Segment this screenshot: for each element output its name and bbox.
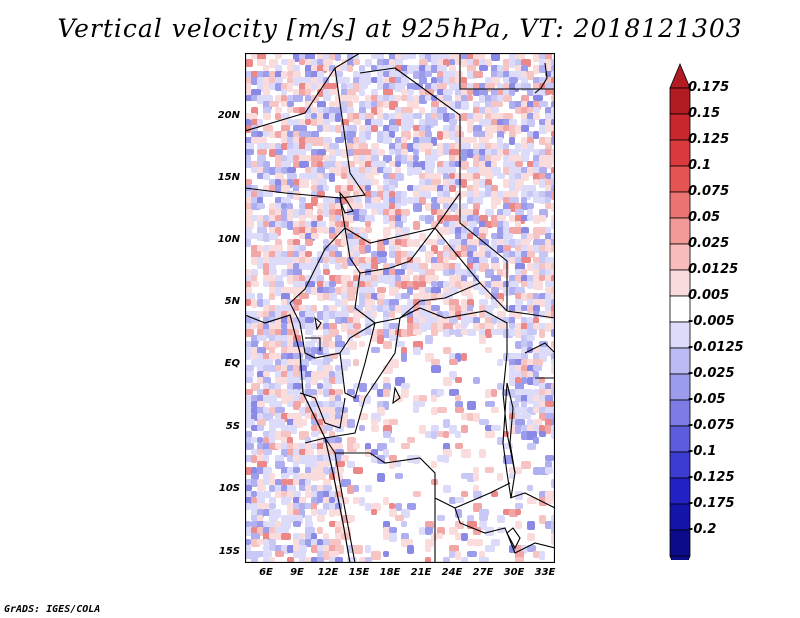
plot-title: Vertical velocity [m/s] at 925hPa, VT: 2… [57,14,743,43]
colorbar-tick-label: -0.175 [688,496,735,511]
lat-label: 5S [225,421,240,432]
colorbar-tick-label: -0.1 [688,444,717,459]
colorbar-swatch [669,191,691,219]
lon-label: 12E [317,567,339,578]
grads-credit: GrADS: IGES/COLA [4,604,101,615]
lon-label: 18E [379,567,401,578]
colorbar-tick-label: -0.005 [688,314,735,329]
country-borders [245,53,555,563]
colorbar-swatch [669,87,691,115]
colorbar-tick-label: -0.0125 [688,340,744,355]
lat-label: 10N [217,234,240,245]
lon-label: 21E [410,567,432,578]
lat-label: 15N [217,172,240,183]
colorbar-swatch [669,269,691,297]
map-border [245,53,555,563]
colorbar [669,62,691,560]
colorbar-tick-label: 0.0125 [688,262,739,277]
lat-label: 5N [224,296,240,307]
lon-label: 24E [441,567,463,578]
colorbar-tick-label: -0.125 [688,470,735,485]
colorbar-swatch [669,139,691,167]
colorbar-tick-label: 0.005 [688,288,730,303]
colorbar-swatch [669,113,691,141]
lat-label: 10S [218,483,240,494]
colorbar-swatch [669,477,691,505]
colorbar-swatch [669,347,691,375]
lon-label: 9E [290,567,304,578]
colorbar-swatch [669,295,691,323]
lat-label: 15S [218,546,240,557]
colorbar-swatch [669,243,691,271]
colorbar-tick-label: -0.075 [688,418,735,433]
colorbar-tick-label: 0.05 [688,210,721,225]
lat-label: 20N [217,110,240,121]
colorbar-tick-label: -0.025 [688,366,735,381]
lon-label: 6E [259,567,273,578]
colorbar-tick-label: 0.125 [688,132,730,147]
map-panel [245,53,555,563]
lon-label: 15E [348,567,370,578]
lon-label: 27E [472,567,494,578]
colorbar-tick-label: 0.15 [688,106,721,121]
colorbar-tick-label: -0.2 [688,522,717,537]
colorbar-swatch [669,321,691,349]
colorbar-tick-label: 0.175 [688,80,730,95]
colorbar-tick-label: -0.05 [688,392,726,407]
lon-label: 33E [534,567,556,578]
colorbar-swatch [669,503,691,531]
colorbar-swatch [669,451,691,479]
colorbar-tick-label: 0.025 [688,236,730,251]
lon-label: 30E [503,567,525,578]
colorbar-tick-label: 0.1 [688,158,712,173]
colorbar-swatch [669,373,691,401]
colorbar-swatch [669,399,691,427]
lat-label: EQ [224,358,240,369]
colorbar-max-arrow [669,62,691,89]
colorbar-tick-label: 0.075 [688,184,730,199]
colorbar-min-arrow [669,555,691,560]
colorbar-swatch [669,425,691,453]
colorbar-swatch [669,217,691,245]
colorbar-swatch [669,529,691,557]
colorbar-swatch [669,165,691,193]
